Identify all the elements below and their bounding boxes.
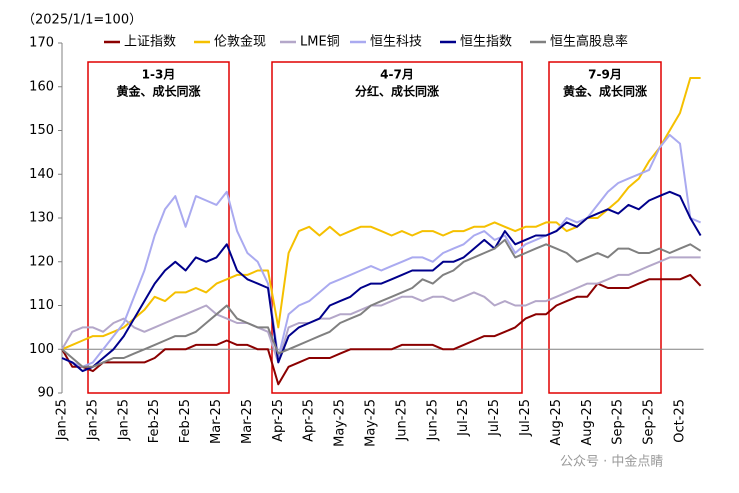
x-tick-label: Apr-25: [302, 399, 317, 442]
x-tick-label: Jan-25: [55, 399, 70, 441]
legend-label: 恒生科技: [370, 35, 422, 50]
y-tick-label: 130: [29, 211, 54, 226]
annotation-box: [87, 61, 230, 394]
x-tick-label: Feb-25: [178, 399, 193, 443]
legend-label: 上证指数: [124, 35, 176, 50]
x-tick-label: Mar-25: [209, 399, 224, 444]
series-line: [61, 273, 702, 386]
x-tick-label: Jan-25: [85, 399, 100, 441]
y-tick-label: 170: [29, 36, 54, 51]
x-tick-label: Feb-25: [147, 399, 162, 443]
x-tick-label: Aug-25: [549, 399, 564, 446]
annotation-text: 黄金、成长同涨: [116, 84, 200, 99]
annotation-text: 黄金、成长同涨: [563, 84, 647, 99]
annotation-text: 4-7月: [380, 68, 414, 82]
y-tick-label: 160: [29, 79, 54, 94]
x-tick-label: Sep-25: [611, 399, 626, 445]
legend-label: 恒生指数: [460, 35, 512, 50]
x-tick-label: Mar-25: [240, 399, 255, 444]
annotation-text: 7-9月: [588, 68, 622, 82]
series-line: [61, 133, 701, 368]
x-tick-label: Jul-25: [518, 399, 533, 437]
legend-label: 伦敦金现: [214, 34, 266, 50]
y-tick-label: 140: [29, 167, 54, 182]
watermark: 公众号 · 中金点睛: [560, 454, 663, 470]
x-tick-label: Apr-25: [271, 399, 286, 442]
y-tick-label: 110: [29, 298, 54, 313]
series-line: [61, 256, 701, 364]
legend-label: LME铜: [300, 35, 340, 50]
y-axis-label: （2025/1/1=100）: [22, 13, 142, 28]
x-tick-label: May-25: [364, 399, 379, 447]
y-tick-label: 150: [29, 123, 54, 138]
legend-label: 恒生高股息率: [550, 34, 628, 50]
annotation-box: [548, 61, 662, 394]
x-tick-label: Jun-25: [425, 399, 440, 442]
annotation-text: 分红、成长同涨: [355, 84, 439, 99]
x-tick-label: Oct-25: [673, 399, 688, 443]
series-line: [61, 190, 702, 373]
series-line: [61, 77, 701, 351]
y-tick-label: 120: [29, 254, 54, 269]
x-tick-label: Jun-25: [394, 399, 409, 442]
y-tick-label: 90: [37, 386, 54, 401]
x-tick-label: Sep-25: [642, 399, 657, 445]
annotation-text: 1-3月: [142, 68, 176, 82]
y-tick-label: 100: [29, 342, 54, 357]
x-tick-label: Jan-25: [116, 399, 131, 441]
x-tick-label: May-25: [333, 399, 348, 447]
x-tick-label: Aug-25: [580, 399, 595, 446]
series-line: [61, 238, 702, 368]
x-tick-label: Jul-25: [487, 399, 502, 437]
x-tick-label: Jul-25: [456, 399, 471, 437]
